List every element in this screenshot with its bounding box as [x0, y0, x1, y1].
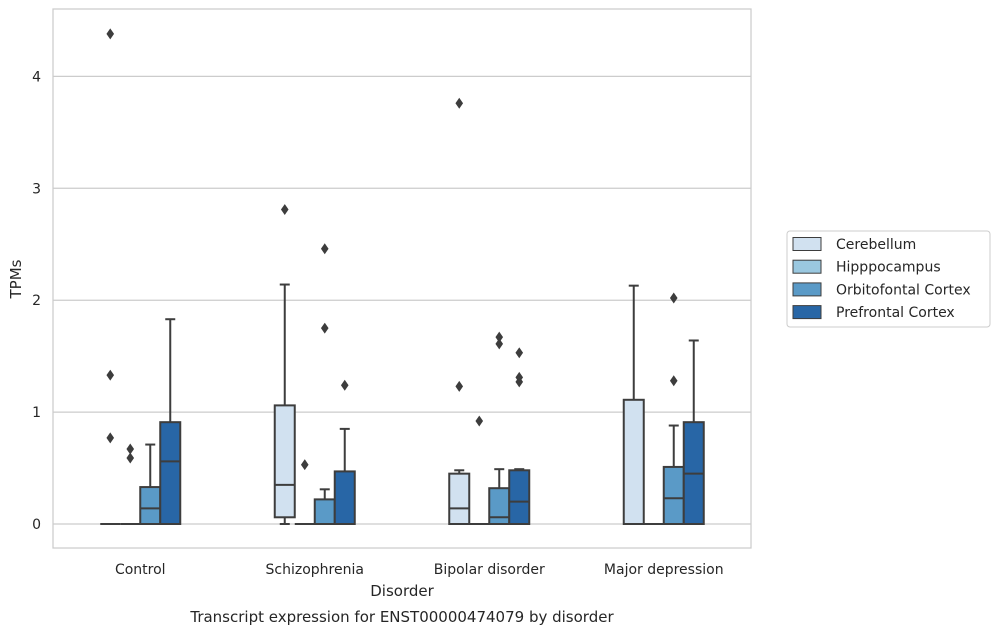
box-group — [333, 379, 356, 526]
legend-label: Orbitofontal Cortex — [836, 282, 971, 298]
outlier-point — [455, 97, 464, 109]
y-axis-label: TPMs — [7, 259, 25, 299]
legend-label: Hipppocampus — [836, 260, 941, 276]
iqr-box — [508, 469, 531, 525]
y-tick-label: 1 — [32, 405, 41, 421]
plot-frame — [52, 8, 752, 549]
iqr-box — [273, 404, 296, 519]
iqr-box — [488, 487, 511, 525]
legend-swatch — [792, 305, 822, 320]
x-tick-label: Major depression — [604, 562, 724, 578]
box-group — [159, 318, 182, 525]
outlier-point — [669, 292, 678, 304]
legend-swatch — [792, 259, 822, 274]
x-tick-label: Bipolar disorder — [434, 562, 545, 578]
outlier-point — [475, 415, 484, 427]
y-tick-label: 3 — [32, 181, 41, 197]
iqr-box — [448, 472, 471, 525]
figure-caption: Transcript expression for ENST0000047407… — [189, 608, 614, 626]
box-group — [662, 292, 685, 525]
x-tick-label: Schizophrenia — [266, 562, 364, 578]
outlier-point — [320, 243, 329, 255]
outlier-point — [515, 347, 524, 359]
outlier-point — [300, 459, 309, 471]
outlier-point — [106, 369, 115, 381]
iqr-box — [159, 421, 182, 525]
legend-frame — [786, 230, 991, 328]
box-group — [469, 415, 490, 525]
legend-swatch — [792, 237, 822, 251]
outlier-point — [515, 371, 524, 383]
iqr-box — [333, 470, 356, 526]
box-group — [100, 28, 121, 525]
box-group — [273, 204, 296, 525]
iqr-box — [313, 498, 336, 525]
box-group — [448, 97, 471, 525]
outlier-point — [495, 331, 504, 343]
outlier-point — [455, 380, 464, 392]
outlier-point — [106, 432, 115, 444]
x-tick-labels: Control Schizophrenia Bipolar disorder Majo… — [115, 562, 724, 578]
outlier-point — [126, 452, 135, 464]
outlier-point — [320, 322, 329, 334]
box-group — [622, 284, 645, 525]
iqr-box — [662, 465, 685, 525]
box-group — [682, 339, 705, 525]
y-tick-label: 2 — [32, 293, 41, 309]
box-group — [508, 347, 531, 525]
legend: Cerebellum Hipppocampus Orbitofontal Corte… — [786, 230, 991, 328]
x-tick-label: Control — [115, 562, 166, 578]
legend-swatch — [792, 282, 822, 297]
outlier-point — [280, 204, 289, 216]
x-axis-label: Disorder — [370, 582, 434, 600]
y-tick-labels: 0 1 2 3 4 — [32, 69, 41, 533]
iqr-box — [139, 486, 162, 525]
y-tick-label: 4 — [32, 69, 41, 85]
outlier-point — [340, 379, 349, 391]
outlier-point — [126, 443, 135, 455]
y-tick-label: 0 — [32, 517, 41, 533]
legend-label: Prefrontal Cortex — [836, 305, 955, 321]
box-group — [120, 443, 141, 525]
box-group — [294, 459, 315, 525]
iqr-box — [622, 398, 645, 525]
plot-background — [53, 9, 751, 548]
legend-label: Cerebellum — [836, 237, 916, 253]
box-groups — [100, 28, 705, 526]
outlier-point — [495, 338, 504, 350]
outlier-point — [669, 375, 678, 387]
outlier-point — [106, 28, 115, 40]
